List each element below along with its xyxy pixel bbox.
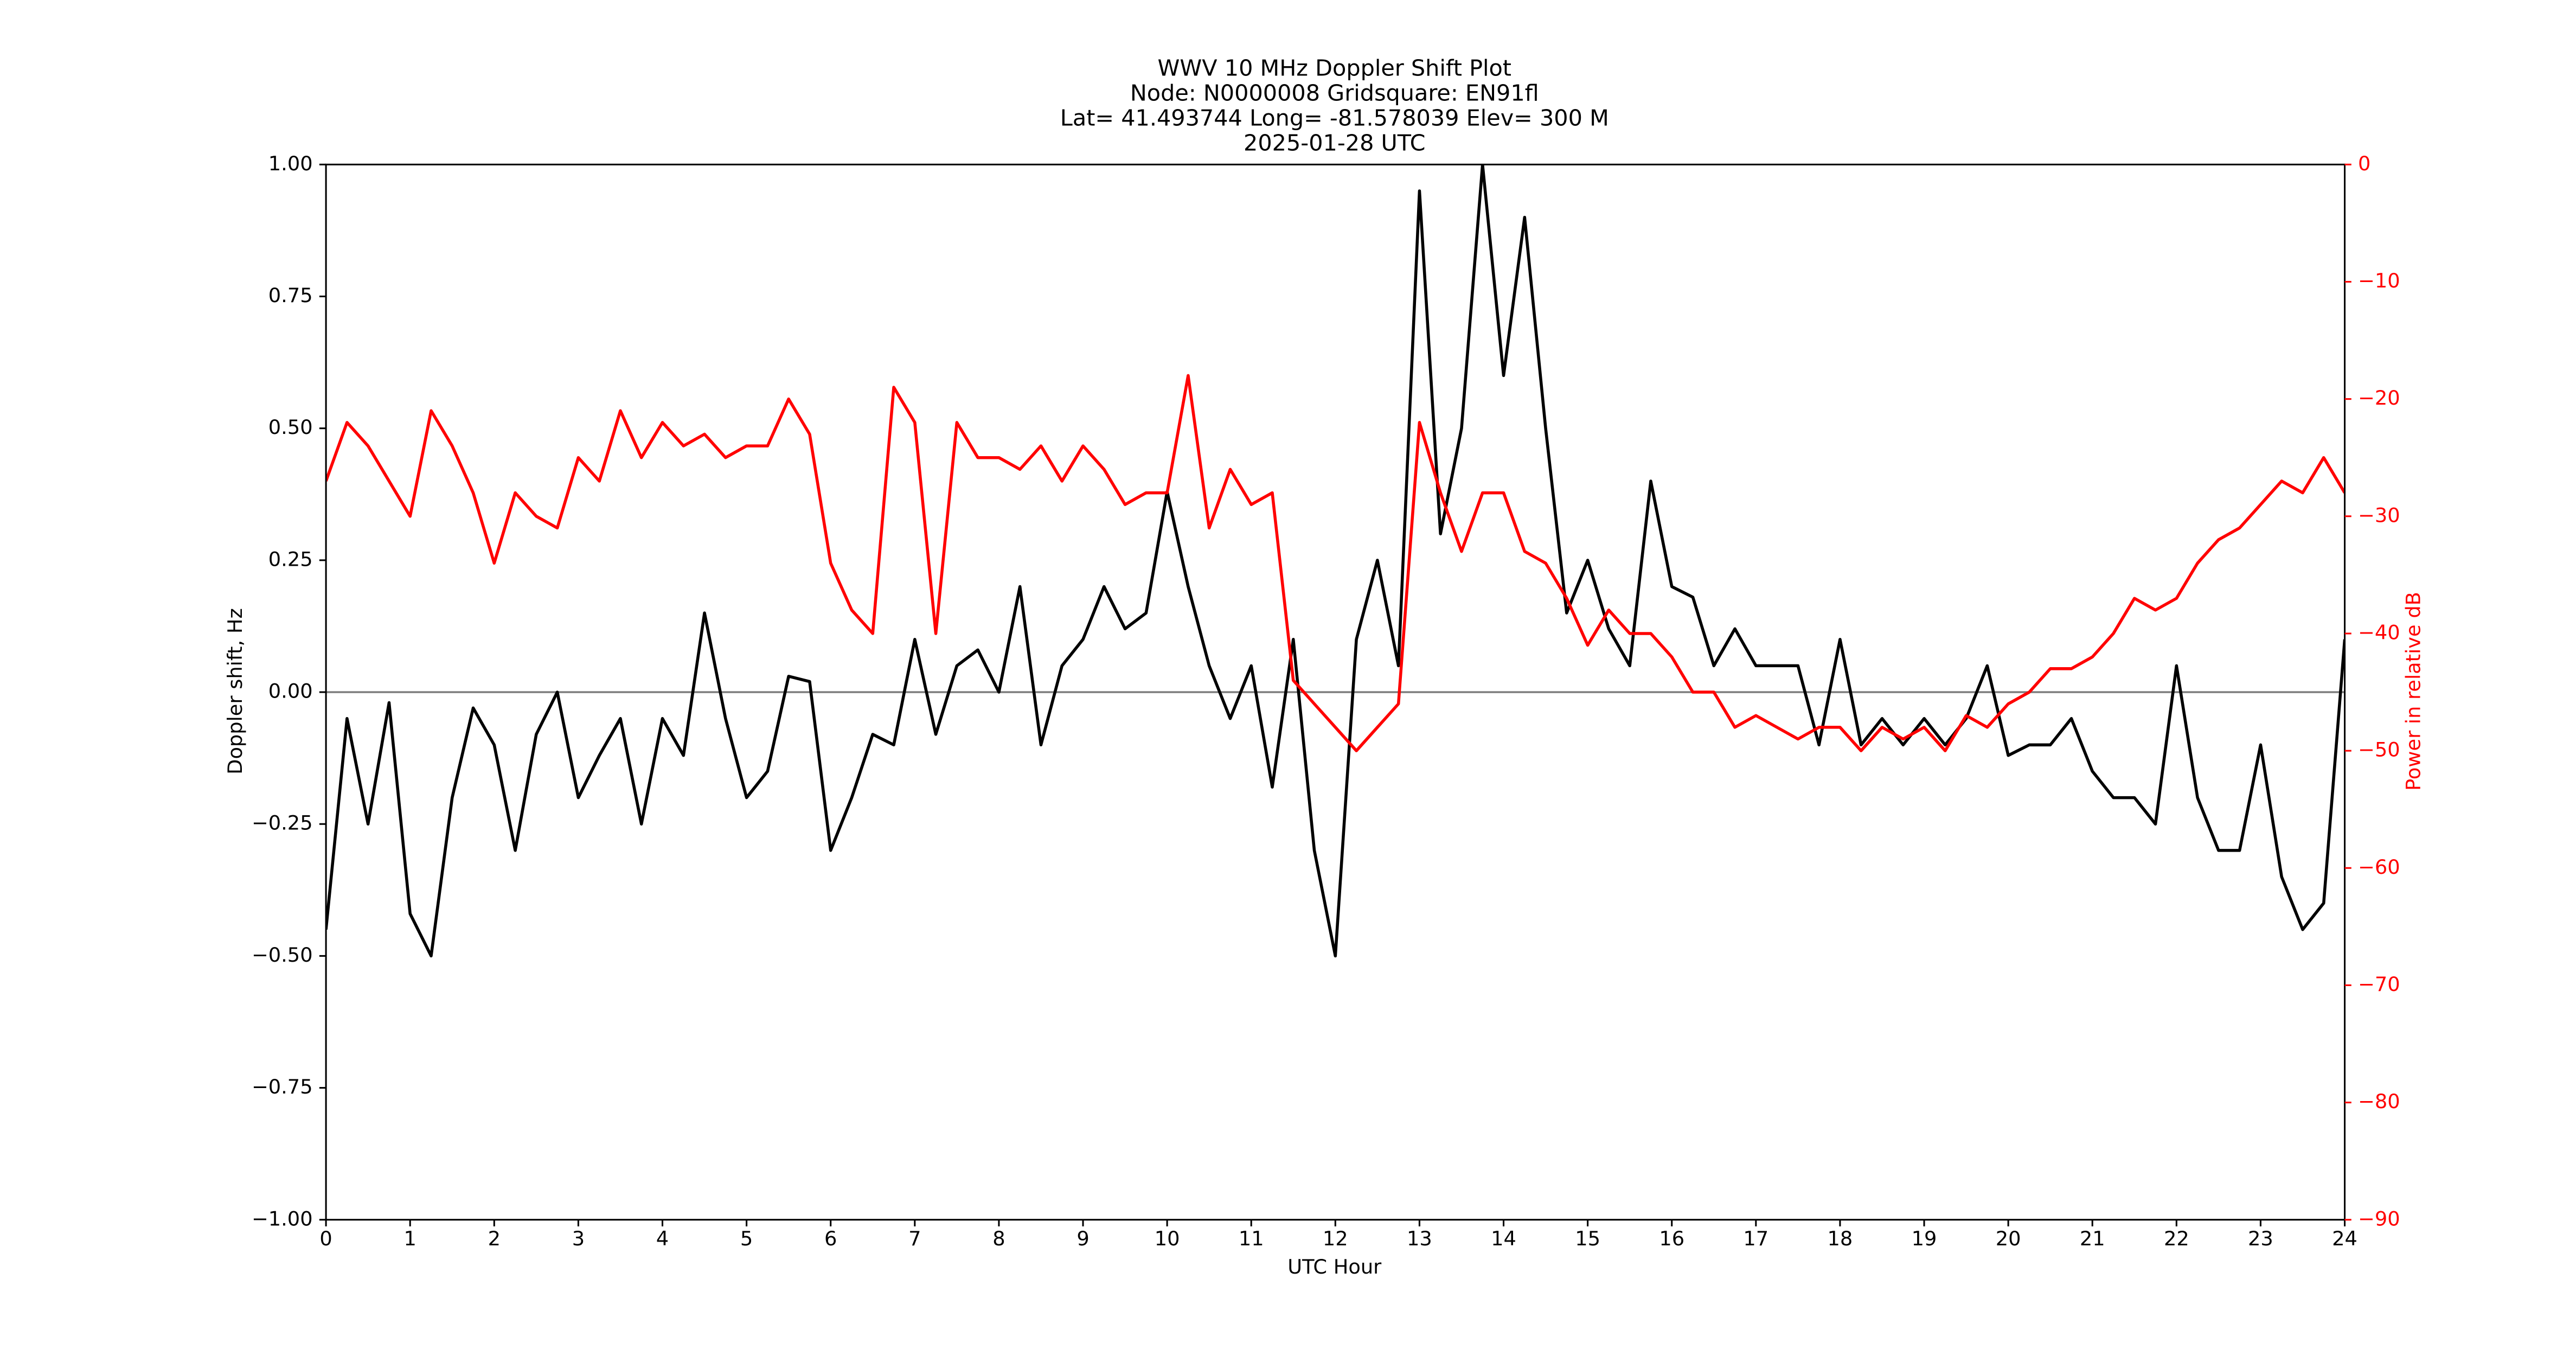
x-tick-label: 8 [992,1227,1005,1250]
x-tick-label: 22 [2164,1227,2189,1250]
y-axis-label: Doppler shift, Hz [223,608,247,775]
y2-tick-label: −80 [2358,1090,2400,1113]
x-tick-label: 21 [2080,1227,2105,1250]
x-tick-label: 19 [1912,1227,1937,1250]
chart-subtitle: Node: N0000008 Gridsquare: EN91fl [1130,80,1539,106]
y2-tick-label: −70 [2358,973,2400,996]
y2-tick-label: −20 [2358,386,2400,410]
chart-title: WWV 10 MHz Doppler Shift Plot [1158,55,1512,81]
x-tick-label: 20 [1996,1227,2021,1250]
y2-tick-label: −50 [2358,738,2400,762]
x-tick-label: 17 [1743,1227,1768,1250]
y2-tick-label: −40 [2358,621,2400,644]
data-line [326,374,2345,752]
plot-frame [325,163,2346,1221]
y-tick-label: 0.00 [268,680,313,703]
y-tick-label: 0.75 [268,284,313,307]
y2-tick-label: −30 [2358,503,2400,527]
x-tick-label: 1 [404,1227,416,1250]
plot-area [326,164,2345,958]
x-tick-label: 9 [1076,1227,1089,1250]
x-tick-label: 12 [1323,1227,1348,1250]
x-tick-label: 16 [1659,1227,1684,1250]
y-tick-label: −1.00 [252,1207,313,1230]
y2-tick-label: −60 [2358,855,2400,879]
x-tick-label: 24 [2332,1227,2357,1250]
x-tick-label: 15 [1575,1227,1600,1250]
y2-tick-label: −10 [2358,269,2400,292]
y-tick-label: 0.50 [268,415,313,439]
data-line [326,164,2345,958]
x-axis-label: UTC Hour [1287,1255,1382,1278]
x-tick-label: 14 [1491,1227,1516,1250]
x-tick-label: 23 [2248,1227,2273,1250]
y-tick-label: −0.25 [252,811,313,835]
y2-tick-label: 0 [2358,152,2370,175]
x-tick-label: 6 [824,1227,837,1250]
chart-subtitle: Lat= 41.493744 Long= -81.578039 Elev= 30… [1060,105,1609,131]
x-tick-label: 5 [740,1227,753,1250]
x-tick-label: 13 [1407,1227,1432,1250]
x-tick-label: 3 [572,1227,585,1250]
x-tick-label: 11 [1239,1227,1264,1250]
y-tick-label: −0.50 [252,943,313,967]
x-tick-label: 7 [908,1227,921,1250]
x-tick-label: 0 [319,1227,332,1250]
y-tick-label: 1.00 [268,152,313,175]
x-tick-label: 18 [1828,1227,1853,1250]
y-tick-label: −0.75 [252,1075,313,1098]
x-tick-label: 2 [488,1227,501,1250]
chart-subtitle: 2025-01-28 UTC [1244,130,1426,156]
y2-axis-label: Power in relative dB [2402,592,2425,791]
y-tick-label: 0.25 [268,547,313,571]
x-tick-label: 10 [1155,1227,1180,1250]
y2-tick-label: −90 [2358,1207,2400,1230]
x-tick-label: 4 [656,1227,669,1250]
